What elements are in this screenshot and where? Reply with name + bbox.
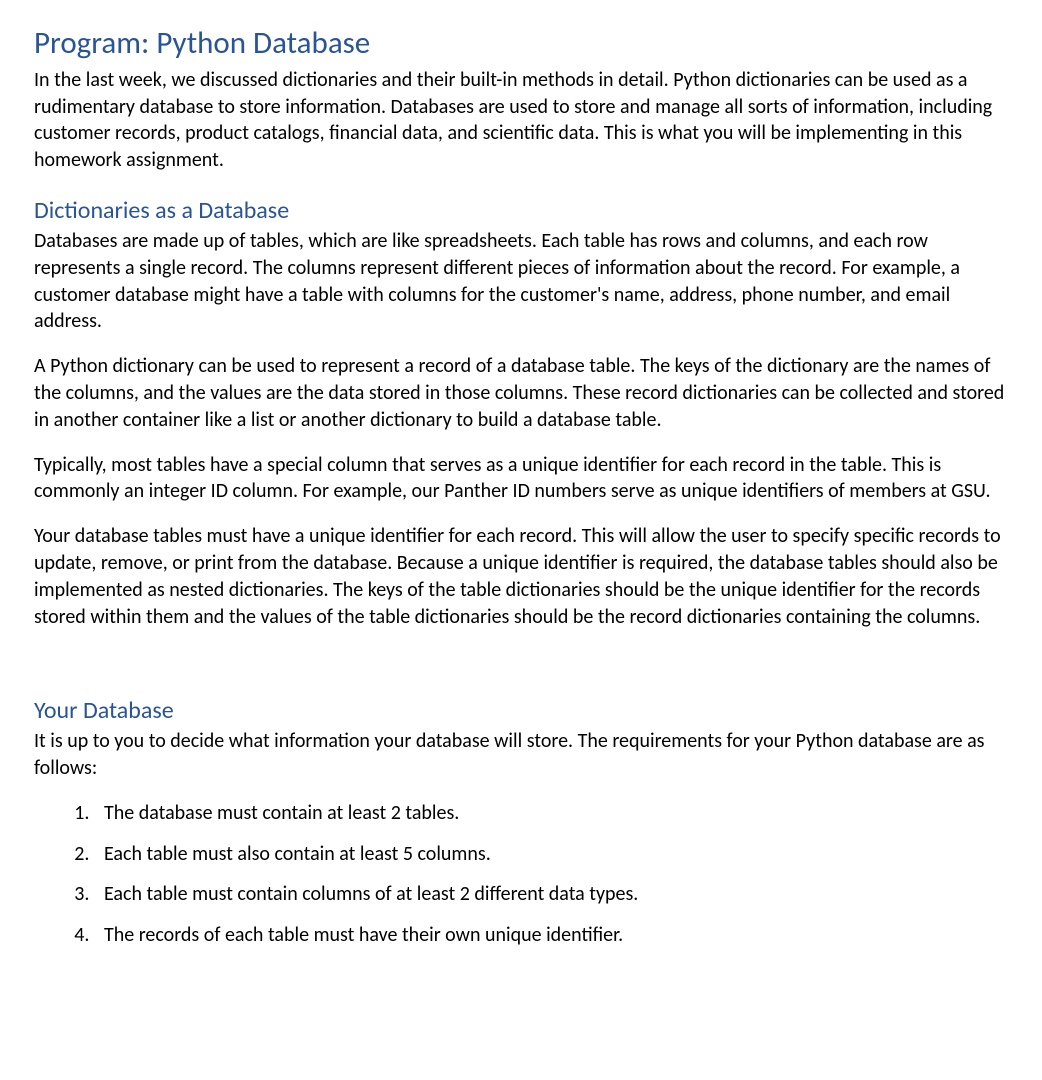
list-item: Each table must also contain at least 5 …: [94, 841, 1008, 868]
requirements-list: The database must contain at least 2 tab…: [60, 800, 1008, 949]
section-heading-your-database: Your Database: [34, 696, 1008, 726]
list-item: The records of each table must have thei…: [94, 922, 1008, 949]
section1-p1: Databases are made up of tables, which a…: [34, 228, 1008, 335]
page-title: Program: Python Database: [34, 24, 1008, 63]
section2-p1: It is up to you to decide what informati…: [34, 728, 1008, 782]
document-page: Program: Python Database In the last wee…: [0, 0, 1042, 1003]
section-heading-dictionaries: Dictionaries as a Database: [34, 196, 1008, 226]
section1-p3: Typically, most tables have a special co…: [34, 452, 1008, 506]
section1-p2: A Python dictionary can be used to repre…: [34, 353, 1008, 433]
intro-paragraph: In the last week, we discussed dictionar…: [34, 67, 1008, 174]
section1-p4: Your database tables must have a unique …: [34, 523, 1008, 630]
list-item: The database must contain at least 2 tab…: [94, 800, 1008, 827]
list-item: Each table must contain columns of at le…: [94, 881, 1008, 908]
section-gap: [34, 648, 1008, 674]
